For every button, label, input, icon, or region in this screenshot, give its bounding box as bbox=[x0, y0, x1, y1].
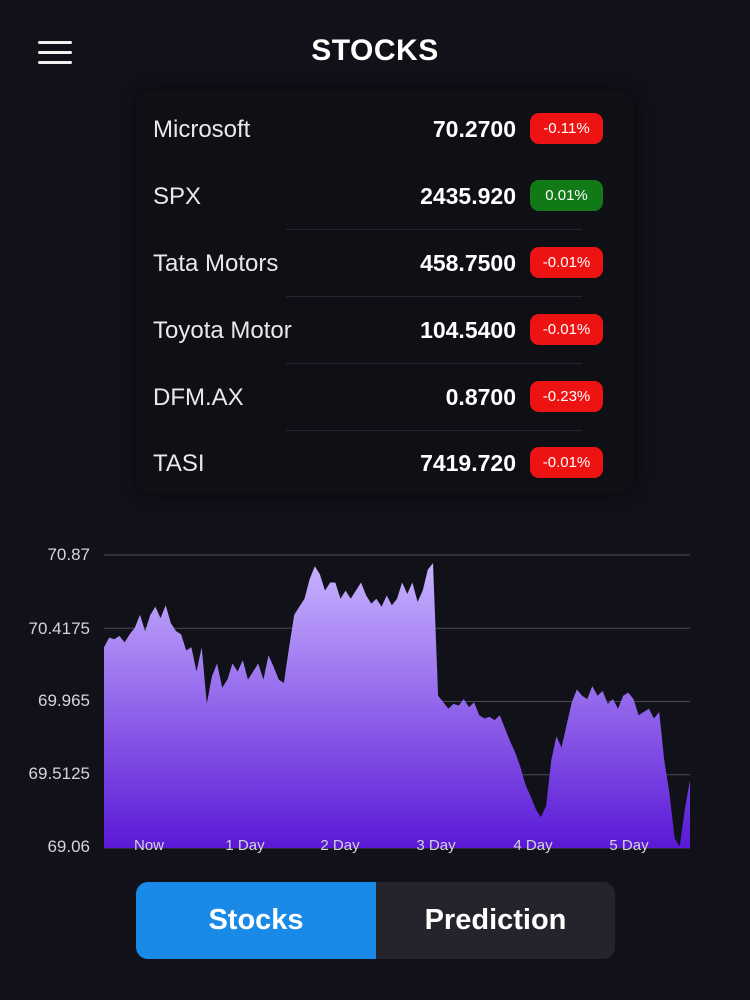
price-area-chart bbox=[104, 554, 690, 849]
stock-price: 0.8700 bbox=[445, 384, 516, 410]
change-badge: -0.01% bbox=[530, 447, 603, 478]
stock-row-toyota-motor[interactable]: Toyota Motor 104.5400 -0.01% bbox=[136, 297, 634, 364]
change-badge: -0.01% bbox=[530, 247, 603, 278]
change-badge: -0.23% bbox=[530, 381, 603, 412]
stock-name: SPX bbox=[153, 183, 202, 210]
change-badge: -0.01% bbox=[530, 314, 603, 345]
app-header: STOCKS bbox=[0, 0, 750, 104]
stock-name: Toyota Motor bbox=[153, 317, 292, 344]
x-tick-label: 1 Day bbox=[225, 837, 265, 854]
menu-line bbox=[38, 61, 72, 64]
menu-line bbox=[38, 51, 72, 54]
stock-row-tasi[interactable]: TASI 7419.720 -0.01% bbox=[136, 430, 634, 497]
page-title: STOCKS bbox=[311, 34, 439, 67]
change-badge: 0.01% bbox=[530, 180, 603, 211]
price-chart[interactable]: 70.87 70.4175 69.965 69.5125 69.06 Now 1… bbox=[0, 530, 750, 870]
x-tick-label: 3 Day bbox=[416, 837, 456, 854]
y-tick-label: 70.87 bbox=[47, 545, 90, 564]
stock-price: 70.2700 bbox=[432, 116, 516, 142]
bottom-tab-bar: Stocks Prediction bbox=[136, 882, 615, 959]
row-divider bbox=[286, 296, 582, 297]
x-tick-label: 5 Day bbox=[609, 837, 649, 854]
row-divider bbox=[286, 229, 582, 230]
y-tick-label: 69.965 bbox=[38, 691, 90, 710]
stock-row-dfm-ax[interactable]: DFM.AX 0.8700 -0.23% bbox=[136, 364, 634, 431]
tab-prediction[interactable]: Prediction bbox=[376, 882, 615, 959]
x-tick-label: 4 Day bbox=[513, 837, 553, 854]
stock-list-card: Microsoft 70.2700 -0.11% SPX 2435.920 0.… bbox=[136, 90, 634, 494]
stock-row-microsoft[interactable]: Microsoft 70.2700 -0.11% bbox=[136, 96, 634, 163]
stock-price: 458.7500 bbox=[420, 250, 516, 276]
x-tick-label: 2 Day bbox=[320, 837, 360, 854]
stock-name: DFM.AX bbox=[153, 384, 244, 411]
price-area bbox=[104, 563, 690, 848]
stock-name: Microsoft bbox=[153, 116, 251, 143]
menu-line bbox=[38, 41, 72, 44]
stock-row-tata-motors[interactable]: Tata Motors 458.7500 -0.01% bbox=[136, 230, 634, 297]
stock-name: TASI bbox=[153, 450, 205, 477]
stock-price: 2435.920 bbox=[420, 183, 516, 209]
row-divider bbox=[286, 363, 582, 364]
stock-row-spx[interactable]: SPX 2435.920 0.01% bbox=[136, 163, 634, 230]
y-tick-label: 69.5125 bbox=[28, 764, 90, 783]
stock-price: 7419.720 bbox=[420, 450, 516, 476]
tab-stocks[interactable]: Stocks bbox=[136, 882, 376, 959]
stock-name: Tata Motors bbox=[153, 250, 279, 277]
row-divider bbox=[286, 430, 582, 431]
change-badge: -0.11% bbox=[530, 113, 603, 144]
y-tick-label: 69.06 bbox=[47, 837, 90, 856]
hamburger-menu-icon[interactable] bbox=[36, 38, 76, 68]
stock-price: 104.5400 bbox=[420, 317, 516, 343]
x-tick-label: Now bbox=[133, 837, 164, 854]
y-tick-label: 70.4175 bbox=[28, 619, 90, 638]
